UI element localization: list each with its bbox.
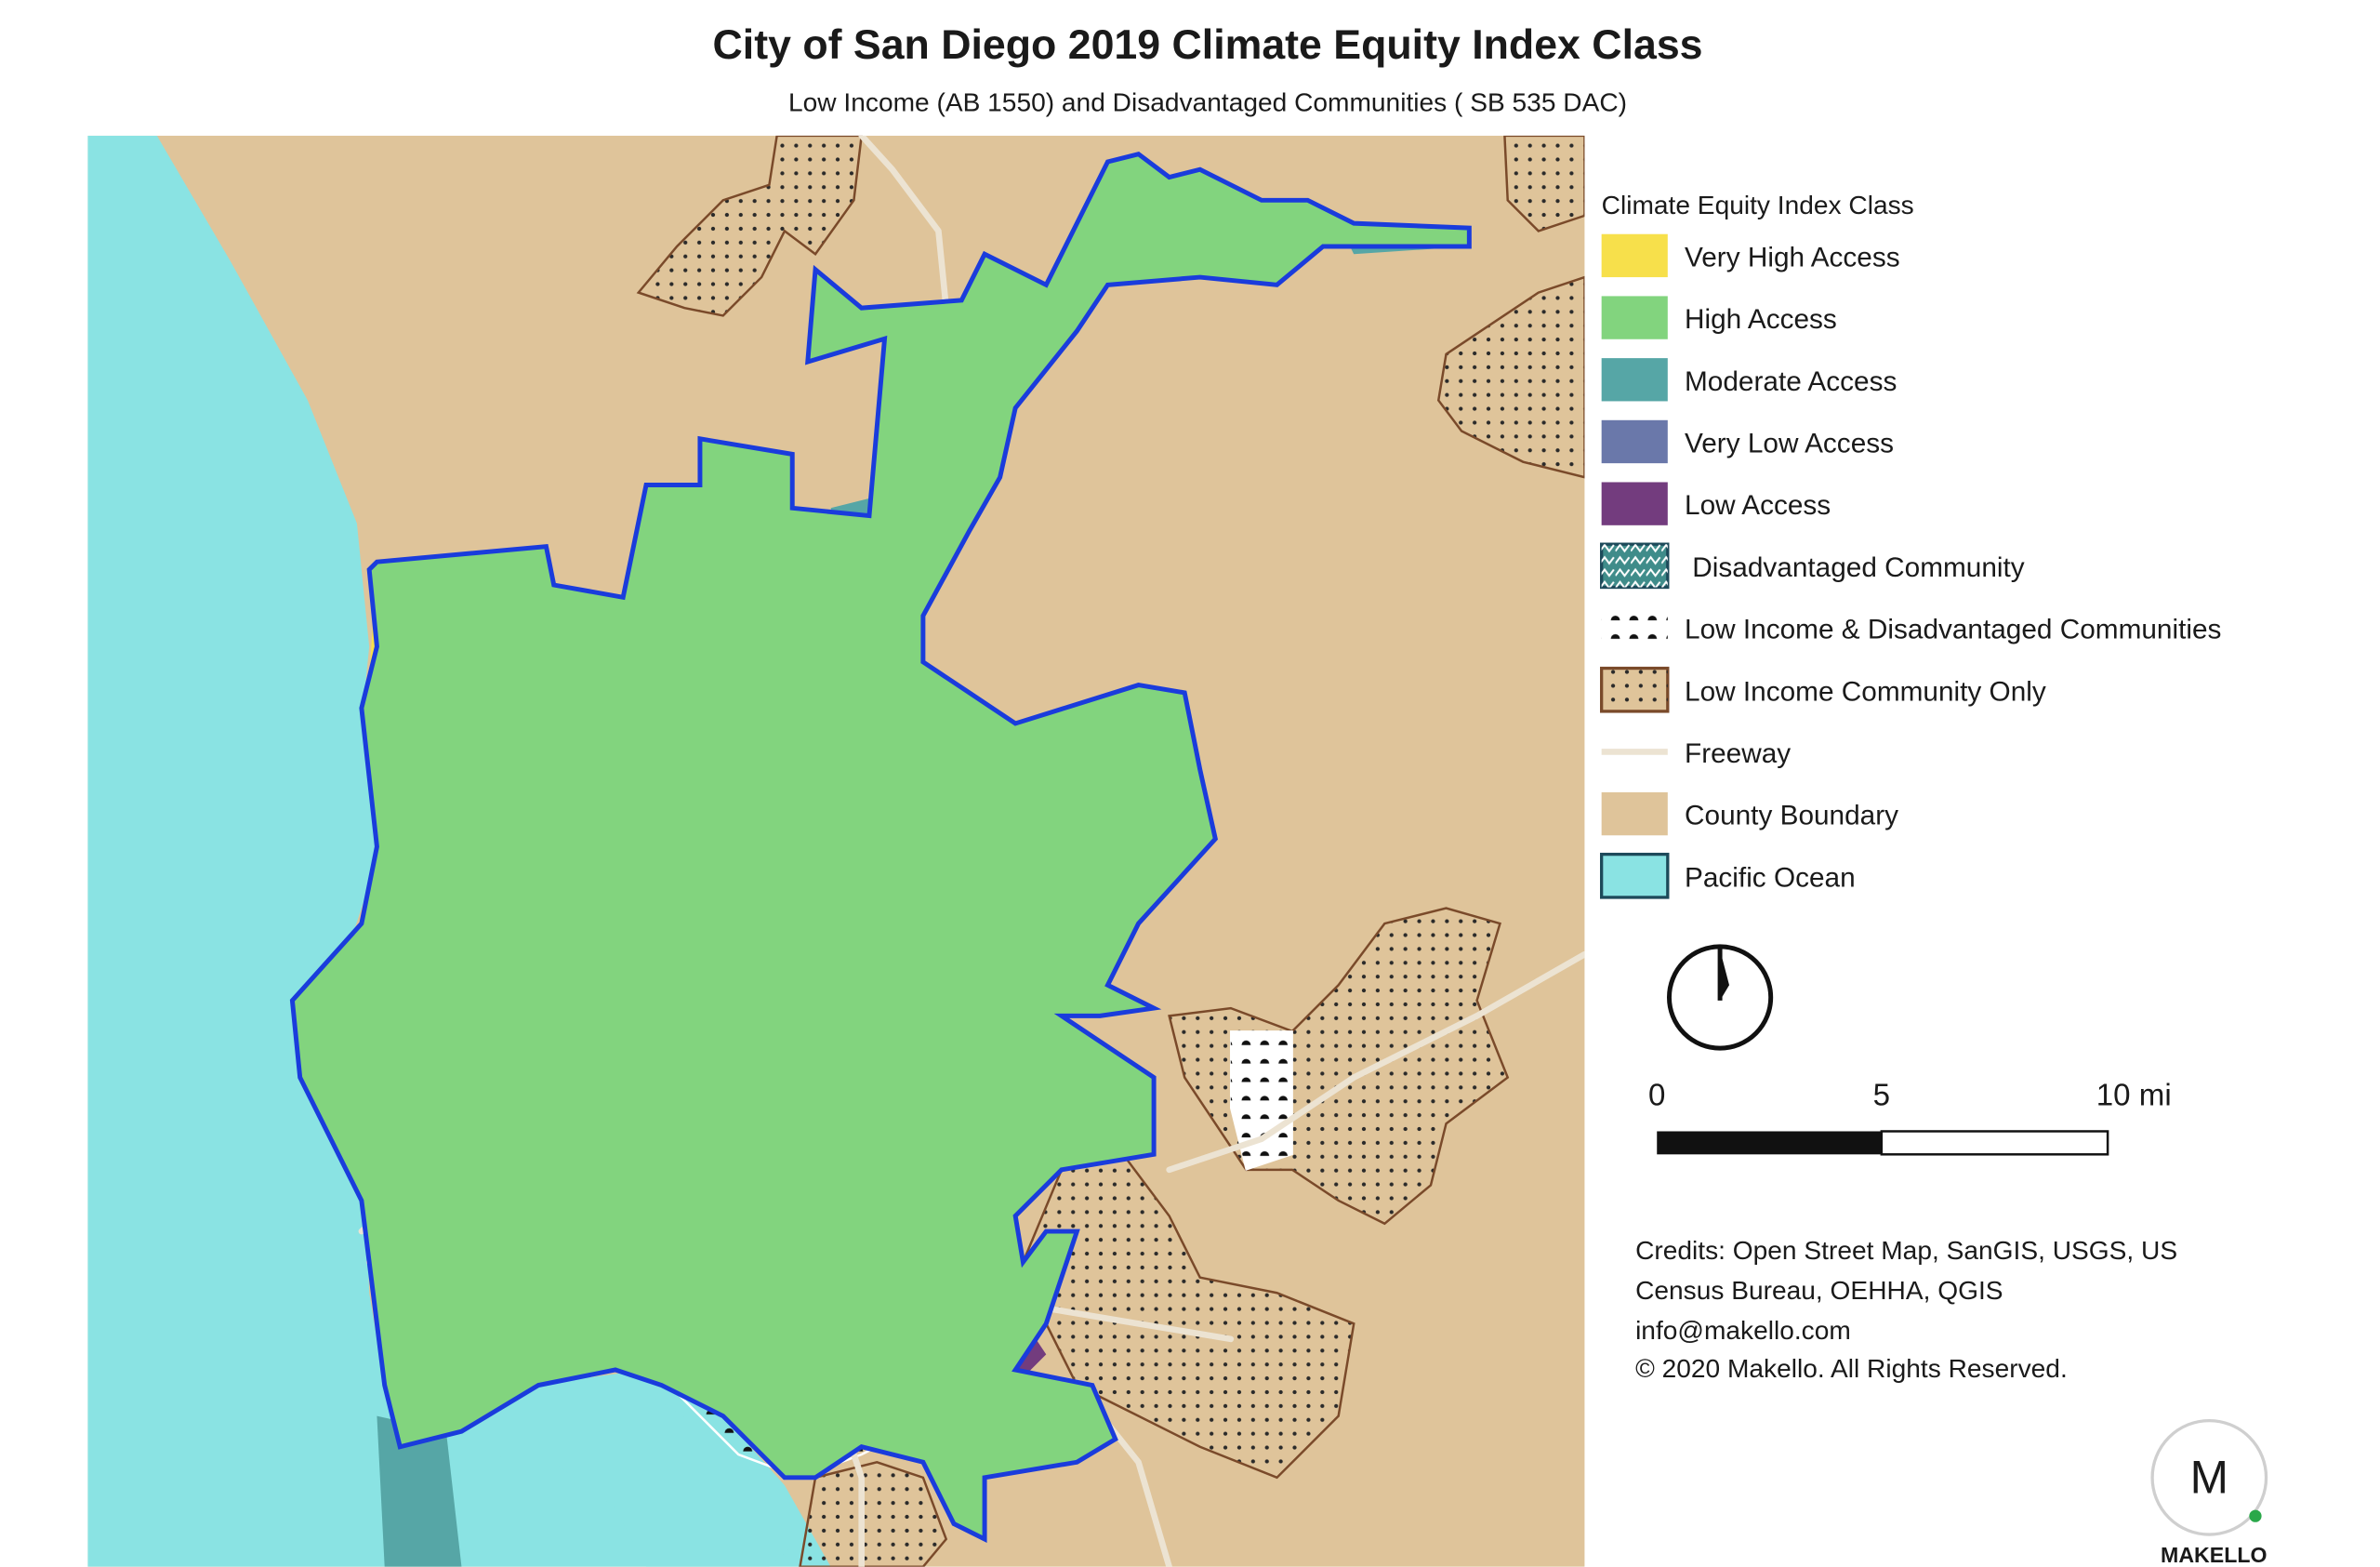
legend-swatch-pattern	[1601, 605, 1668, 650]
legend-swatch-pattern	[1601, 668, 1668, 711]
legend-item: High Access	[1601, 296, 1837, 339]
map	[87, 135, 1585, 1567]
scale-label: 5	[1873, 1078, 1890, 1112]
scale-segment	[1657, 1131, 1882, 1155]
legend-label: County Boundary	[1685, 801, 1898, 831]
legend-label: High Access	[1685, 304, 1837, 335]
logo-letter: M	[2190, 1451, 2228, 1503]
legend-title: Climate Equity Index Class	[1602, 191, 1914, 219]
legend-swatch	[1601, 419, 1668, 464]
legend-label: Low Income & Disadvantaged Communities	[1685, 615, 2221, 645]
scale-segment	[1880, 1130, 2109, 1156]
legend-swatch	[1601, 296, 1668, 339]
pacific-ocean	[87, 135, 831, 1567]
legend-swatch-pattern	[1601, 544, 1668, 588]
legend-swatch	[1601, 791, 1668, 836]
san-diego-bay	[381, 1377, 800, 1567]
legend-item: Very Low Access	[1601, 419, 1894, 464]
legend-item: Low Income & Disadvantaged Communities	[1601, 605, 2221, 650]
map-title: City of San Diego 2019 Climate Equity In…	[713, 22, 1703, 68]
logo-name: MAKELLO	[2161, 1543, 2267, 1567]
legend-item: County Boundary	[1601, 791, 1898, 836]
legend-swatch	[1600, 852, 1670, 899]
legend-label: Very Low Access	[1685, 429, 1894, 459]
credit-line: Credits: Open Street Map, SanGIS, USGS, …	[1635, 1236, 2177, 1265]
credit-line: Census Bureau, OEHHA, QGIS	[1635, 1276, 2003, 1305]
legend-label: Freeway	[1685, 738, 1791, 769]
legend-label: Pacific Ocean	[1685, 862, 1856, 893]
legend-swatch	[1601, 358, 1668, 402]
legend-swatch	[1601, 233, 1668, 278]
legend-item: Low Income Community Only	[1600, 666, 2046, 713]
credit-line: © 2020 Makello. All Rights Reserved.	[1635, 1354, 2068, 1383]
legend-label: Low Access	[1685, 490, 1831, 521]
legend-item: Disadvantaged Community	[1600, 542, 2025, 590]
legend: Very High Access High Access Moderate Acce…	[1600, 233, 2221, 899]
legend-label: Low Income Community Only	[1685, 676, 2046, 707]
scale-label: 10 mi	[2096, 1078, 2172, 1112]
legend-label: Very High Access	[1685, 242, 1900, 272]
credit-line: info@makello.com	[1635, 1316, 1851, 1345]
map-subtitle: Low Income (AB 1550) and Disadvantaged C…	[788, 87, 1627, 116]
logo: M MAKELLO	[2150, 1418, 2268, 1567]
legend-item: Freeway	[1601, 738, 1791, 769]
legend-label: Disadvantaged Community	[1692, 552, 2024, 583]
north-arrow	[1666, 944, 1774, 1051]
legend-label: Moderate Access	[1685, 366, 1897, 397]
legend-item: Moderate Access	[1601, 358, 1897, 402]
credits: Credits: Open Street Map, SanGIS, USGS, …	[1635, 1236, 2177, 1383]
legend-item: Pacific Ocean	[1600, 852, 1856, 899]
scale-bar: 0 5 10 mi	[1648, 1078, 2172, 1156]
legend-item: Low Access	[1601, 482, 1831, 525]
scale-label: 0	[1648, 1078, 1665, 1112]
legend-item: Very High Access	[1601, 233, 1900, 278]
legend-swatch	[1601, 482, 1668, 525]
low-income-disadvantaged-pattern	[1230, 1030, 1293, 1170]
